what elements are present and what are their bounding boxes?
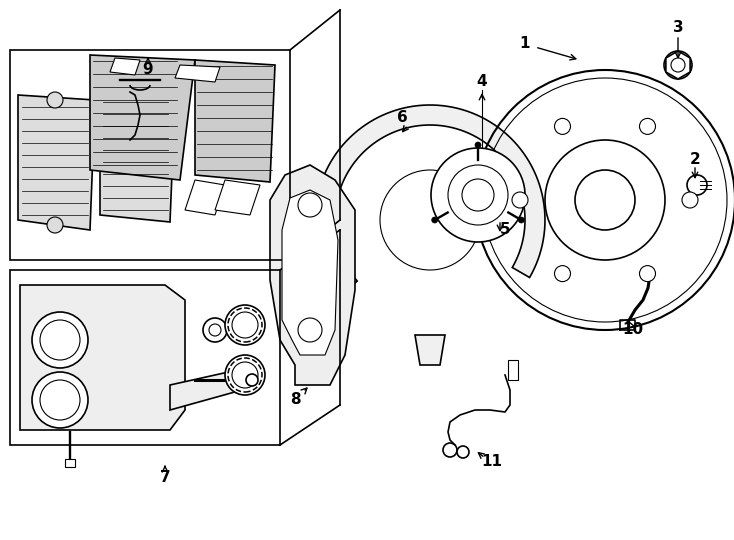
Text: 11: 11 (482, 455, 503, 469)
Bar (508, 360, 518, 380)
Circle shape (40, 320, 80, 360)
Circle shape (462, 179, 494, 211)
Text: 8: 8 (290, 393, 300, 408)
Circle shape (554, 118, 570, 134)
Polygon shape (20, 285, 185, 430)
Circle shape (232, 362, 258, 388)
Polygon shape (170, 365, 260, 410)
Circle shape (512, 192, 528, 208)
Circle shape (232, 312, 258, 338)
Circle shape (554, 266, 570, 282)
Circle shape (682, 192, 698, 208)
Polygon shape (666, 51, 690, 79)
Polygon shape (110, 58, 140, 75)
Circle shape (203, 318, 227, 342)
Text: 9: 9 (142, 63, 153, 78)
Circle shape (518, 217, 524, 223)
Circle shape (639, 118, 655, 134)
Circle shape (47, 92, 63, 108)
Polygon shape (90, 55, 195, 180)
Polygon shape (100, 95, 175, 222)
Bar (65, 459, 75, 467)
Text: 5: 5 (500, 222, 510, 238)
Circle shape (47, 217, 63, 233)
Text: 4: 4 (476, 75, 487, 90)
Circle shape (671, 58, 685, 72)
Circle shape (209, 324, 221, 336)
Text: 1: 1 (520, 36, 530, 51)
Polygon shape (195, 60, 275, 182)
Circle shape (298, 193, 322, 217)
Circle shape (432, 217, 437, 223)
Circle shape (664, 51, 692, 79)
Circle shape (639, 266, 655, 282)
Circle shape (431, 148, 525, 242)
Circle shape (32, 372, 88, 428)
Polygon shape (415, 335, 445, 365)
Circle shape (298, 318, 322, 342)
Text: 10: 10 (622, 322, 644, 338)
Polygon shape (270, 165, 355, 385)
Polygon shape (315, 105, 545, 294)
Circle shape (448, 165, 508, 225)
Circle shape (380, 170, 480, 270)
Text: 2: 2 (690, 152, 700, 167)
Polygon shape (18, 95, 95, 230)
Circle shape (475, 142, 481, 148)
Circle shape (40, 380, 80, 420)
Text: 3: 3 (672, 21, 683, 36)
Circle shape (246, 374, 258, 386)
Circle shape (225, 355, 265, 395)
Circle shape (225, 305, 265, 345)
Text: 6: 6 (396, 110, 407, 125)
Circle shape (575, 170, 635, 230)
Text: 7: 7 (160, 470, 170, 485)
Polygon shape (215, 180, 260, 215)
Polygon shape (175, 65, 220, 82)
Polygon shape (282, 190, 338, 355)
Polygon shape (185, 180, 225, 215)
Circle shape (545, 140, 665, 260)
Circle shape (687, 175, 707, 195)
Circle shape (32, 312, 88, 368)
